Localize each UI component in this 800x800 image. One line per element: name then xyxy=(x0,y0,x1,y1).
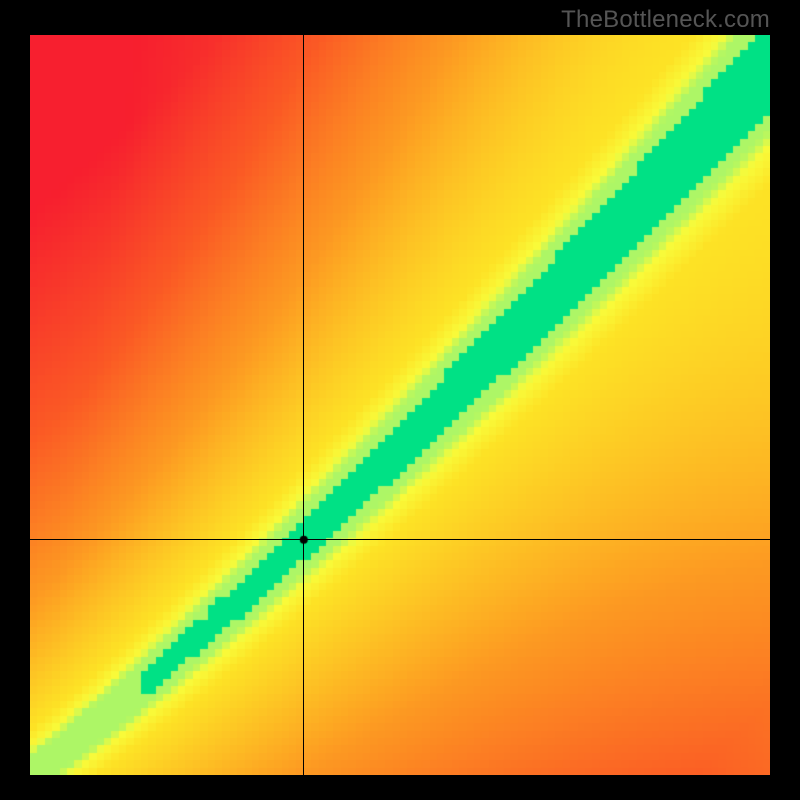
crosshair-horizontal xyxy=(30,539,770,540)
heatmap-plot xyxy=(30,35,770,775)
heatmap-canvas xyxy=(30,35,770,775)
watermark-text: TheBottleneck.com xyxy=(561,6,770,34)
crosshair-vertical xyxy=(303,35,304,775)
